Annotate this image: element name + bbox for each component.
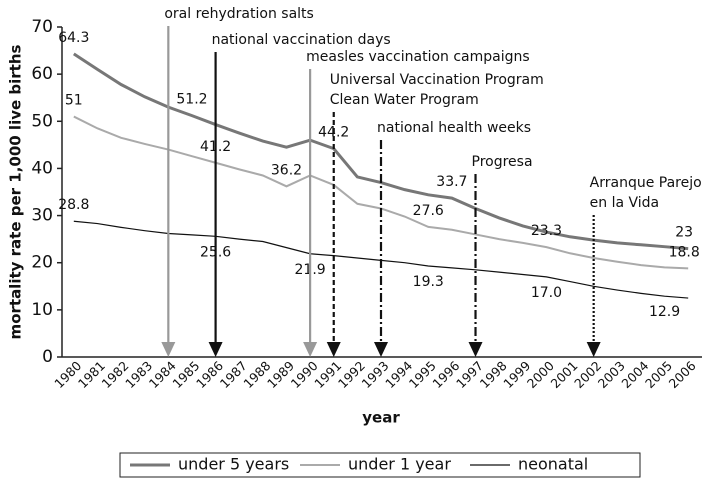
- data-label: 17.0: [531, 285, 562, 301]
- y-tick-label: 20: [31, 253, 53, 273]
- x-tick-label: 2006: [666, 358, 699, 391]
- x-axis-label: year: [362, 409, 400, 427]
- data-label: 36.2: [271, 162, 302, 178]
- arrow-head: [208, 342, 223, 357]
- y-tick-label: 40: [31, 158, 53, 178]
- y-axis-label: mortality rate per 1,000 live births: [7, 44, 25, 339]
- y-tick-label: 0: [42, 347, 53, 367]
- data-label: 33.7: [436, 174, 467, 190]
- arrow-head: [374, 342, 388, 357]
- y-tick-label: 50: [31, 111, 53, 131]
- annotation-text: Universal Vaccination Program: [330, 72, 544, 88]
- data-label: 64.3: [58, 30, 89, 46]
- data-label: 12.9: [649, 304, 680, 320]
- arrow-head: [468, 342, 483, 357]
- data-label: 23.3: [531, 223, 562, 239]
- annotation-arrow: [586, 215, 601, 357]
- annotation-text: Progresa: [472, 154, 533, 170]
- legend-label: under 1 year: [348, 455, 451, 474]
- legend-label: under 5 years: [178, 455, 289, 474]
- annotation-arrow: [326, 112, 341, 357]
- data-label: 19.3: [413, 274, 444, 290]
- data-label: 23: [675, 225, 693, 241]
- annotation-text: oral rehydration salts: [164, 6, 313, 22]
- arrow-head: [161, 342, 176, 357]
- annotation-text: en la Vida: [590, 195, 659, 211]
- legend-box: [119, 452, 641, 478]
- y-tick-label: 30: [31, 206, 53, 226]
- y-tick-label: 10: [31, 300, 53, 320]
- annotation-arrow: [161, 26, 176, 357]
- annotation-arrow: [374, 140, 388, 357]
- annotation-text: measles vaccination campaigns: [306, 49, 530, 65]
- annotation-text: Clean Water Program: [330, 92, 479, 108]
- annotation-arrow: [208, 52, 223, 357]
- arrow-head: [586, 342, 601, 357]
- y-tick-label: 60: [31, 64, 53, 84]
- annotation-text: national vaccination days: [212, 32, 391, 48]
- y-tick-label: 70: [31, 17, 53, 37]
- data-label: 51: [65, 93, 83, 109]
- arrow-head: [303, 342, 318, 357]
- legend-label: neonatal: [518, 455, 588, 474]
- annotation-text: Arranque Parejo: [590, 175, 702, 191]
- data-label: 51.2: [176, 92, 207, 108]
- data-label: 28.8: [58, 197, 89, 213]
- data-label: 18.8: [669, 244, 700, 260]
- annotation-arrow: [303, 69, 318, 357]
- annotation-arrow: [468, 174, 483, 357]
- annotation-text: national health weeks: [377, 120, 531, 136]
- arrow-head: [326, 342, 341, 357]
- data-label: 27.6: [413, 203, 444, 219]
